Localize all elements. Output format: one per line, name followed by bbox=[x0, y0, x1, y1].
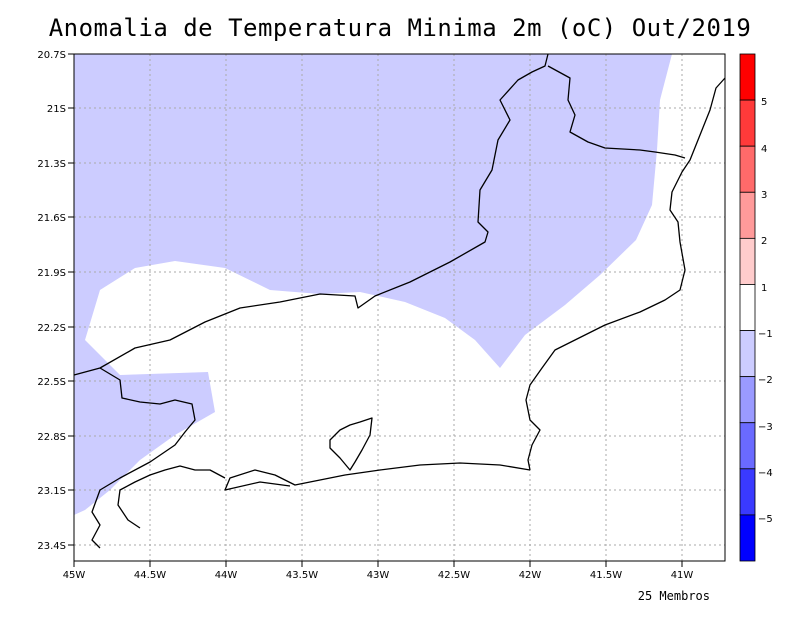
lat-axis: 20.7S 21S 21.3S 21.6S 21.9S 22.2S 22.5S … bbox=[37, 50, 74, 552]
lat-label: 20.7S bbox=[37, 50, 66, 61]
lon-label: 41.5W bbox=[590, 570, 622, 581]
coastline-south bbox=[224, 462, 531, 491]
colorbar-swatch bbox=[739, 376, 756, 424]
colorbar-label: −1 bbox=[758, 329, 773, 340]
anomaly-region-north bbox=[74, 54, 672, 375]
members-note: 25 Membros bbox=[637, 589, 710, 603]
colorbar-label: 2 bbox=[761, 236, 767, 247]
coastline-east bbox=[525, 77, 726, 471]
lat-label: 22.2S bbox=[37, 323, 66, 334]
inner-border bbox=[91, 367, 196, 549]
sepetiba-coast bbox=[117, 465, 226, 529]
lon-axis: 45W 44.5W 44W 43.5W 43W 42.5W 42W 41.5W … bbox=[63, 561, 694, 581]
lat-label: 21.3S bbox=[37, 159, 66, 170]
anomaly-shading bbox=[74, 54, 672, 515]
colorbar-swatch bbox=[739, 53, 756, 101]
lon-label: 45W bbox=[63, 570, 86, 581]
colorbar-label: −2 bbox=[758, 375, 773, 386]
colorbar-swatch bbox=[739, 422, 756, 470]
colorbar-swatch bbox=[739, 330, 756, 378]
lon-label: 44W bbox=[215, 570, 238, 581]
state-border bbox=[73, 53, 686, 376]
colorbar-swatch bbox=[739, 237, 756, 285]
colorbar-label: −3 bbox=[758, 422, 773, 433]
colorbar-swatch bbox=[739, 514, 756, 562]
lat-label: 22.8S bbox=[37, 432, 66, 443]
lat-label: 23.4S bbox=[37, 541, 66, 552]
colorbar-label: −5 bbox=[758, 514, 773, 525]
lon-label: 43.5W bbox=[286, 570, 318, 581]
lat-label: 21.6S bbox=[37, 213, 66, 224]
colorbar-swatch bbox=[739, 284, 756, 331]
lon-label: 42.5W bbox=[438, 570, 470, 581]
colorbar-swatch bbox=[739, 99, 756, 147]
map-title: Anomalia de Temperatura Minima 2m (oC) O… bbox=[48, 14, 752, 42]
lat-label: 21S bbox=[47, 104, 66, 115]
boundaries bbox=[73, 53, 726, 549]
colorbar-swatch bbox=[739, 145, 756, 193]
guanabara-bay bbox=[329, 417, 373, 471]
lon-label: 41W bbox=[671, 570, 694, 581]
lon-label: 42W bbox=[519, 570, 542, 581]
map-frame bbox=[73, 53, 726, 562]
grid-lines bbox=[74, 54, 725, 561]
lon-label: 44.5W bbox=[134, 570, 166, 581]
colorbar-label: 4 bbox=[761, 144, 767, 155]
colorbar-label: −4 bbox=[758, 468, 773, 479]
lat-label: 21.9S bbox=[37, 268, 66, 279]
colorbar-swatch bbox=[739, 191, 756, 239]
colorbar-label: 1 bbox=[761, 283, 767, 294]
colorbar-label: 5 bbox=[761, 97, 767, 108]
lat-label: 23.1S bbox=[37, 486, 66, 497]
colorbar-label: 3 bbox=[761, 190, 767, 201]
colorbar-swatch bbox=[739, 468, 756, 516]
lon-label: 43W bbox=[367, 570, 390, 581]
anomaly-region-southwest bbox=[74, 372, 215, 515]
colorbar: 5 4 3 2 1 −1 −2 −3 −4 −5 bbox=[739, 53, 773, 562]
lat-label: 22.5S bbox=[37, 377, 66, 388]
